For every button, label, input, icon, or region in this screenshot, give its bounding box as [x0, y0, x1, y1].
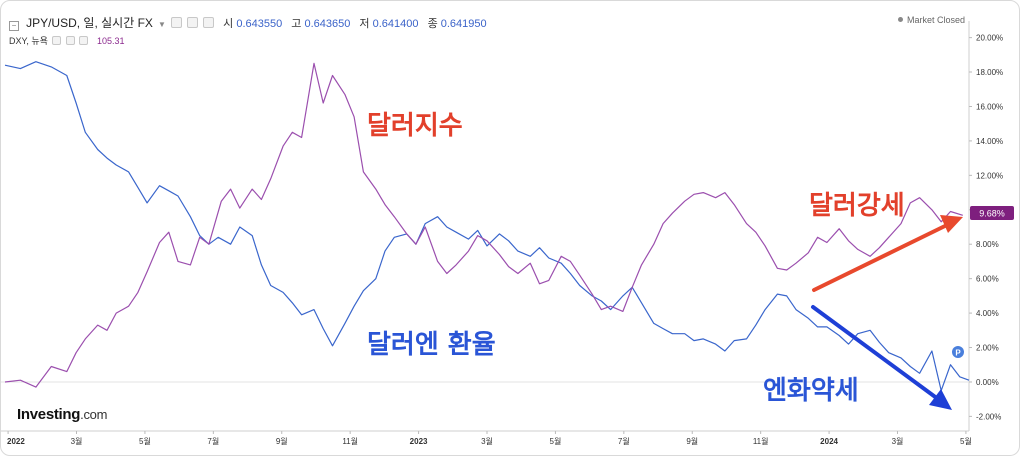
- x-tick-label: 5월: [960, 436, 972, 446]
- series-line-dxy[interactable]: [4, 62, 963, 388]
- collapse-icon[interactable]: −: [9, 21, 19, 31]
- compare-value: 105.31: [96, 36, 125, 46]
- symbol-label[interactable]: JPY/USD, 일, 실시간 FX: [26, 16, 153, 30]
- event-marker-label: P: [955, 349, 961, 358]
- y-tick-label: 18.00%: [976, 68, 1003, 77]
- annotation-yen-weakness: 엔화약세: [763, 376, 859, 406]
- logo-suffix: .com: [80, 407, 108, 422]
- x-tick-label: 11월: [753, 436, 769, 446]
- status-dot-icon: [897, 17, 903, 22]
- high-label: 고: [291, 18, 302, 30]
- x-tick-label: 2024: [820, 437, 838, 446]
- settings-icon[interactable]: [170, 17, 182, 28]
- x-tick-label: 2022: [7, 437, 25, 446]
- y-tick-label: 6.00%: [976, 275, 999, 284]
- annotation-dollar-index: 달러지수: [367, 111, 463, 141]
- open-label: 시: [223, 18, 234, 30]
- chart-header: − JPY/USD, 일, 실시간 FX ▼ 시 0.643550 고 0.64…: [9, 14, 487, 31]
- arrow-red-shaft: [812, 223, 949, 292]
- annotation-dollar-strength: 달러강세: [809, 191, 905, 221]
- y-tick-label: 0.00%: [976, 378, 999, 387]
- y-tick-label: 4.00%: [976, 309, 999, 318]
- close-label: 종: [427, 18, 438, 30]
- arrow-red-head: [940, 215, 963, 233]
- y-tick-label: 12.00%: [976, 171, 1003, 180]
- market-status: Market Closed: [897, 15, 965, 25]
- x-tick-label: 7월: [207, 436, 219, 446]
- x-tick-label: 2023: [410, 437, 428, 446]
- y-tick-label: 16.00%: [976, 102, 1003, 111]
- compare-header: DXY, 뉴욕 105.31: [9, 34, 125, 47]
- investing-logo: Investing.com: [17, 406, 107, 423]
- low-value: 0.641400: [372, 18, 419, 30]
- series-line-jpy-usd[interactable]: [4, 61, 970, 392]
- event-marker[interactable]: P: [952, 346, 964, 358]
- logo-main: Investing: [17, 406, 81, 423]
- open-value: 0.643550: [236, 18, 283, 30]
- x-tick-label: 5월: [139, 436, 151, 446]
- chevron-down-icon[interactable]: ▼: [157, 20, 166, 29]
- close-value: 0.641950: [440, 18, 487, 30]
- hide-icon[interactable]: [187, 17, 199, 28]
- series-lines: [4, 61, 970, 392]
- price-tag: 9.68%: [970, 206, 1014, 220]
- y-tick-label: -2.00%: [976, 412, 1001, 421]
- high-value: 0.643650: [304, 18, 351, 30]
- price-tag-box: [970, 206, 1014, 220]
- arrow-blue-shaft: [811, 305, 940, 401]
- hide-icon[interactable]: [65, 36, 75, 45]
- low-label: 저: [359, 18, 370, 30]
- y-tick-label: 8.00%: [976, 240, 999, 249]
- x-tick-label: 3월: [481, 436, 493, 446]
- compare-symbol[interactable]: DXY, 뉴욕: [9, 36, 48, 46]
- y-tick-label: 20.00%: [976, 34, 1003, 43]
- x-tick-label: 3월: [71, 436, 83, 446]
- y-tick-label: 2.00%: [976, 344, 999, 353]
- event-marker-circle: [952, 346, 964, 358]
- x-tick-label: 11월: [342, 436, 358, 446]
- x-tick-label: 7월: [618, 436, 630, 446]
- close-icon[interactable]: [79, 36, 89, 45]
- settings-icon[interactable]: [52, 36, 62, 45]
- arrow-yen-weakness: [811, 305, 952, 410]
- x-tick-label: 5월: [550, 436, 562, 446]
- arrow-dollar-strength: [812, 215, 963, 292]
- close-icon[interactable]: [203, 17, 215, 28]
- x-axis-ticks: 2022 3월 5월 7월 9월 11월 2023 3월 5월 7월 9월 11월 2024 3월 5월: [7, 431, 972, 446]
- market-status-label: Market Closed: [906, 15, 965, 25]
- x-tick-label: 9월: [276, 436, 288, 446]
- y-axis-ticks: 20.00%18.00%16.00%14.00%12.00%10.00%8.00…: [969, 34, 1003, 421]
- arrow-blue-head: [929, 389, 952, 410]
- x-tick-label: 9월: [686, 436, 698, 446]
- annotation-dollar-yen-rate: 달러엔 환율: [367, 330, 496, 360]
- y-tick-label: 14.00%: [976, 137, 1003, 146]
- x-tick-label: 3월: [892, 436, 904, 446]
- price-tag-label: 9.68%: [979, 209, 1005, 219]
